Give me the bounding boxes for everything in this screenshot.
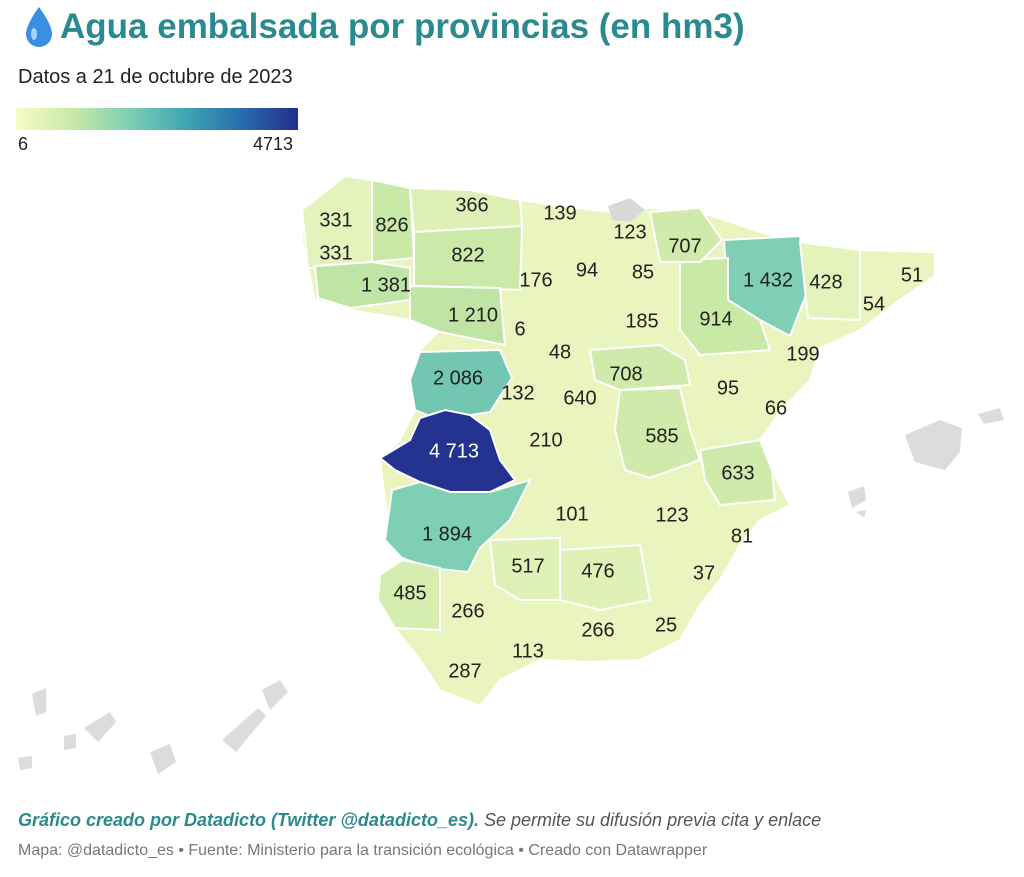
island-tenerife	[84, 712, 116, 742]
province-value-label: 123	[613, 221, 646, 243]
province-value-label: 640	[563, 387, 596, 409]
region-navarra	[648, 206, 724, 263]
region-ciudad-real	[613, 386, 702, 480]
legend-max-label: 4713	[253, 134, 294, 154]
region-cordoba-west	[383, 478, 532, 574]
island-menorca	[978, 408, 1004, 424]
province-value-label: 707	[668, 235, 701, 257]
province-value-label: 139	[543, 202, 576, 224]
region-asturias	[408, 186, 524, 234]
province-value-label: 1 432	[743, 269, 793, 291]
region-lleida	[798, 240, 861, 322]
region-no-data	[608, 198, 645, 222]
province-value-label: 1 381	[361, 274, 411, 296]
region-guadalajara	[588, 343, 692, 392]
province-value-label: 95	[717, 377, 739, 399]
province-value-label: 66	[765, 397, 787, 419]
island-el-hierro	[18, 756, 32, 770]
province-value-label: 428	[809, 271, 842, 293]
spain-province-map: 331 826 366 139 123 331 822 707 176 94 85 1 381 1 43…	[18, 174, 1004, 774]
province-value-label: 25	[655, 614, 677, 636]
province-value-label: 1 210	[448, 304, 498, 326]
province-value-label: 266	[581, 619, 614, 641]
province-value-label: 101	[555, 503, 588, 525]
province-value-label: 287	[448, 660, 481, 682]
island-ibiza	[848, 486, 866, 508]
province-value-label: 37	[693, 562, 715, 584]
province-value-label: 517	[511, 555, 544, 577]
water-drop-icon	[26, 7, 52, 47]
province-value-label: 123	[655, 504, 688, 526]
region-huelva	[376, 558, 441, 632]
province-value-label: 331	[319, 209, 352, 231]
credit-rest: Se permite su difusión previa cita y enl…	[478, 810, 822, 830]
province-value-label: 210	[529, 429, 562, 451]
province-value-label: 6	[514, 318, 525, 340]
province-value-label: 85	[632, 261, 654, 283]
province-value-label: 485	[393, 582, 426, 604]
province-value-label: 476	[581, 560, 614, 582]
island-la-palma	[32, 688, 46, 716]
province-value-label: 94	[576, 259, 598, 281]
province-value-label: 266	[451, 600, 484, 622]
province-value-label: 366	[455, 194, 488, 216]
island-mallorca	[905, 420, 962, 470]
region-albacete	[698, 438, 777, 507]
province-value-label: 4 713	[429, 440, 479, 462]
province-value-label: 132	[501, 382, 534, 404]
island-la-gomera	[64, 734, 76, 750]
island-formentera	[856, 510, 866, 518]
island-gran-canaria	[150, 744, 176, 774]
province-value-label: 826	[375, 214, 408, 236]
island-lanzarote	[262, 680, 288, 710]
province-value-label: 176	[519, 269, 552, 291]
province-value-label: 54	[863, 293, 885, 315]
region-cordoba	[488, 536, 561, 601]
province-value-label: 822	[451, 244, 484, 266]
island-fuerteventura	[222, 708, 266, 752]
subtitle: Datos a 21 de octubre de 2023	[18, 66, 293, 88]
credit-bold: Gráfico creado por Datadicto (Twitter @d…	[18, 810, 479, 830]
province-value-label: 585	[645, 425, 678, 447]
province-value-label: 81	[731, 525, 753, 547]
province-value-label: 708	[609, 363, 642, 385]
province-value-label: 199	[786, 343, 819, 365]
province-value-label: 331	[319, 242, 352, 264]
province-value-label: 185	[625, 310, 658, 332]
page-title: Agua embalsada por provincias (en hm3)	[22, 4, 745, 50]
region-zaragoza	[679, 256, 772, 357]
province-value-label: 113	[512, 640, 544, 662]
province-value-label: 914	[699, 308, 732, 330]
title-text: Agua embalsada por provincias (en hm3)	[60, 7, 745, 46]
credit-line: Gráfico creado por Datadicto (Twitter @d…	[18, 810, 821, 831]
province-value-label: 1 894	[422, 523, 472, 545]
province-value-label: 51	[901, 264, 923, 286]
province-value-label: 2 086	[433, 367, 483, 389]
color-legend-bar	[16, 108, 298, 130]
region-leon	[413, 224, 524, 292]
region-zamora	[409, 284, 507, 347]
source-line: Mapa: @datadicto_es • Fuente: Ministerio…	[18, 842, 708, 859]
province-value-label: 633	[721, 462, 754, 484]
legend-min-label: 6	[18, 134, 29, 154]
province-value-label: 48	[549, 341, 571, 363]
